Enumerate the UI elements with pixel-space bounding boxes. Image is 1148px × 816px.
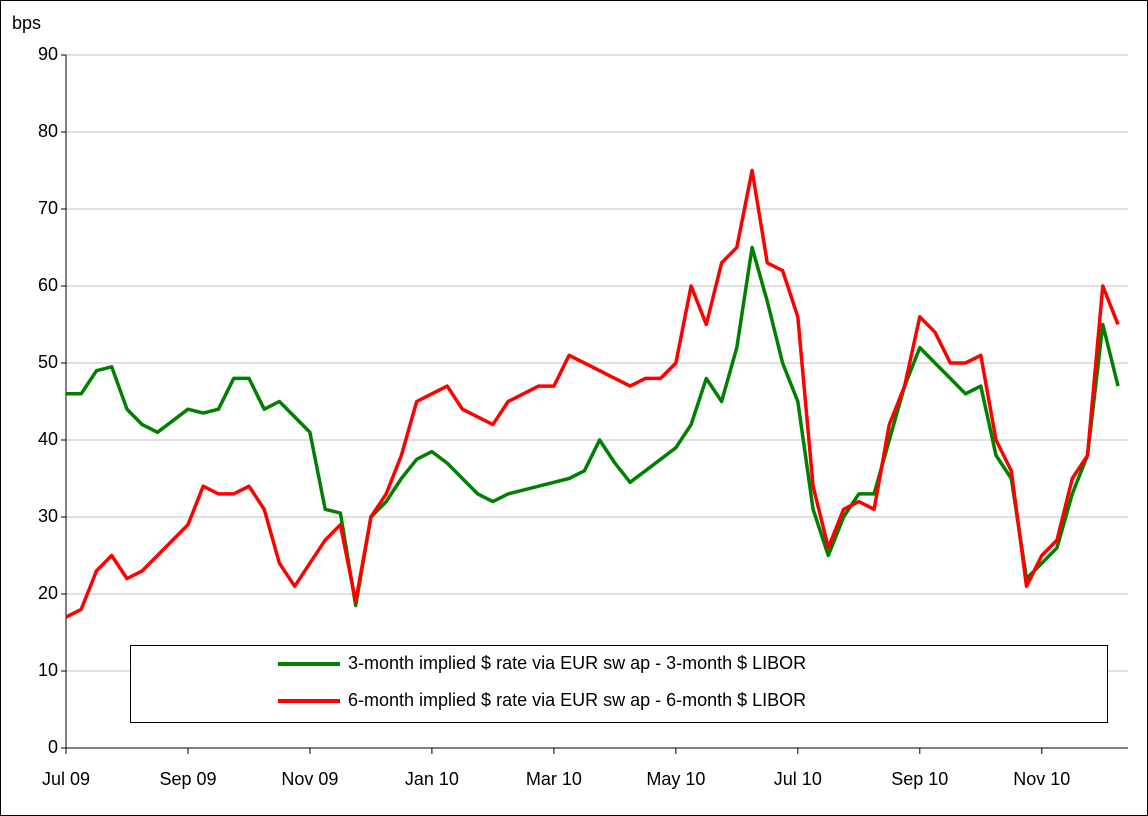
y-tick-label: 10 <box>38 660 58 680</box>
x-tick-label: Nov 09 <box>281 769 338 789</box>
y-tick-label: 70 <box>38 198 58 218</box>
y-tick-label: 0 <box>48 737 58 757</box>
y-axis-label: bps <box>12 13 41 33</box>
x-tick-label: Sep 10 <box>891 769 948 789</box>
x-tick-label: Mar 10 <box>526 769 582 789</box>
x-tick-label: Jul 10 <box>774 769 822 789</box>
y-tick-label: 60 <box>38 275 58 295</box>
x-tick-label: May 10 <box>646 769 705 789</box>
legend-box <box>130 645 1108 723</box>
y-tick-label: 80 <box>38 121 58 141</box>
y-tick-label: 50 <box>38 352 58 372</box>
x-tick-label: Jan 10 <box>405 769 459 789</box>
x-tick-label: Sep 09 <box>159 769 216 789</box>
y-tick-label: 30 <box>38 506 58 526</box>
legend-label: 6-month implied $ rate via EUR sw ap - 6… <box>348 690 806 710</box>
x-tick-label: Jul 09 <box>42 769 90 789</box>
y-tick-label: 90 <box>38 44 58 64</box>
x-tick-label: Nov 10 <box>1013 769 1070 789</box>
y-tick-label: 20 <box>38 583 58 603</box>
y-tick-label: 40 <box>38 429 58 449</box>
series-line <box>65 168 1120 619</box>
legend-label: 3-month implied $ rate via EUR sw ap - 3… <box>348 653 806 673</box>
series-line <box>66 245 1120 608</box>
